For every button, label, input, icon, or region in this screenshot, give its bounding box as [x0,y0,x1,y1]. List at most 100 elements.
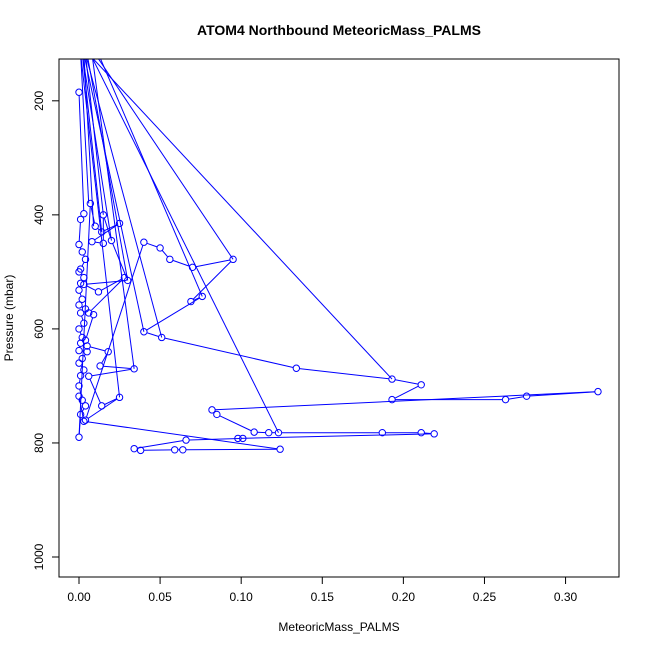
data-point [130,444,138,453]
data-point [274,428,283,437]
data-point [276,445,284,453]
series-line-segment [78,222,81,242]
data-point [75,433,83,441]
series-line-segment [79,378,81,383]
x-tick-label: 0.00 [67,590,91,604]
data-point [250,428,258,436]
data-point [388,375,396,383]
data-point [76,309,85,317]
data-point [75,240,83,249]
series-line-segment [219,415,252,432]
y-tick-label: 200 [32,90,46,110]
data-point [75,392,83,400]
data-point [265,428,273,437]
data-point [75,286,83,294]
data-point [156,244,164,252]
series-line-segment [146,297,200,331]
data-point [78,248,86,256]
series-line-segment [90,346,106,352]
series-line-segment [85,59,104,215]
x-tick-label: 0.20 [392,590,416,604]
series-line-segment [85,317,94,338]
data-point [80,366,88,374]
data-point [239,434,247,443]
data-point [388,395,396,404]
data-point [229,255,237,264]
x-tick-label: 0.10 [230,590,254,604]
data-point [140,328,148,336]
data-point [85,372,93,380]
data-point [76,410,85,419]
series-line-segment [78,95,85,211]
data-point [417,428,425,437]
data-point [80,210,88,218]
y-axis-label: Pressure (mbar) [2,275,16,362]
series-line-segment [80,59,90,204]
x-axis-label: MeteoricMass_PALMS [278,620,399,634]
series-line-segment [79,292,82,297]
series-line-segment [94,224,118,241]
data-point [80,319,88,327]
series-line-segment [161,250,169,258]
series-line-segment [95,241,101,244]
data-point [75,359,83,367]
series-line-segment [215,391,595,411]
series-line-segment [92,59,393,380]
data-point [430,430,438,438]
series-line-segment [92,59,279,433]
series-group [75,59,602,455]
series-line-segment [508,396,524,400]
data-point [83,348,91,356]
data-point [91,222,99,230]
series-line-segment [172,259,190,267]
series-line-segment [91,368,132,377]
series-line-segment [299,368,389,380]
data-point [76,371,85,380]
series-line-segment [395,379,419,385]
data-point [86,199,95,208]
series-line-segment [86,285,96,291]
data-point [88,237,96,246]
data-point [96,362,104,370]
data-point [234,434,242,443]
series-line-segment [81,408,85,412]
data-point [213,410,221,419]
x-tick-label: 0.15 [311,590,335,604]
series-line-segment [90,279,123,312]
series-line-segment [84,59,145,332]
data-point [182,436,190,444]
data-point [89,310,98,319]
data-point [179,446,187,454]
series-line-segment [97,59,234,260]
chart-title: ATOM4 Northbound MeteoricMass_PALMS [197,22,481,38]
series-line-segment [81,261,85,267]
data-point [98,402,106,410]
data-point [99,239,108,248]
series-line-segment [146,332,159,337]
series-line-segment [241,433,432,439]
data-point [208,406,216,414]
x-tick-label: 0.30 [554,590,578,604]
data-point [75,301,83,309]
series-line-segment [92,59,135,369]
data-point [81,255,90,264]
series-line-segment [80,59,121,398]
plot-layer: 0.00 0.05 0.10 0.15 0.20 0.25 0.30 200 400 600 800… [32,59,602,604]
series-line-segment [185,448,277,451]
series-line-segment [103,217,111,238]
data-point [140,238,148,246]
series-line-segment [82,59,103,233]
series-line-segment [101,278,122,291]
data-point [187,297,195,306]
data-point [81,402,90,410]
y-tick-label: 1000 [32,543,46,570]
series-line-segment [193,297,200,301]
series-line-segment [192,261,232,300]
data-point [75,346,83,355]
data-point [198,292,206,301]
y-tick-label: 600 [32,319,46,339]
data-point [75,88,83,96]
series-line-segment [137,440,183,449]
data-point [75,325,83,333]
data-point [76,279,85,287]
